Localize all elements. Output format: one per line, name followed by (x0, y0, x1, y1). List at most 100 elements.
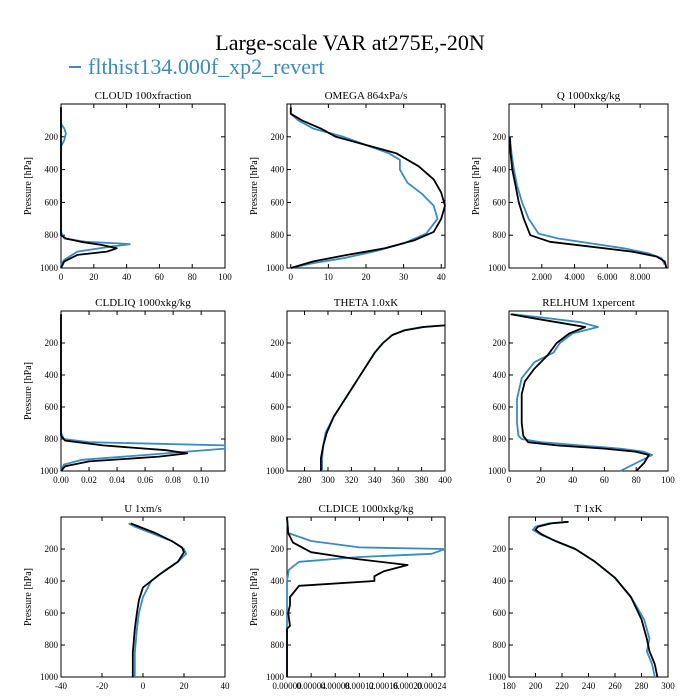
series-line-blue (512, 313, 653, 472)
x-tick-label: 360 (391, 475, 405, 485)
x-tick-label: 300 (661, 681, 675, 691)
x-tick-label: 0.04 (109, 475, 125, 485)
x-tick-label: 10 (324, 272, 334, 282)
plot-frame (286, 310, 446, 472)
series-line-blue (128, 522, 188, 677)
series-line-blue (286, 516, 446, 677)
x-tick-label: 6.000 (597, 272, 618, 282)
x-tick-label: 80 (188, 272, 198, 282)
y-tick-label: 200 (45, 132, 59, 142)
chart-panel: CLDLIQ 1000xkg/kg Pressure [hPa] 200 400 600… (23, 297, 226, 485)
y-tick-label: 400 (45, 165, 59, 175)
y-tick-label: 200 (271, 338, 285, 348)
legend-label: flthist134.000f_xp2_revert (88, 54, 325, 79)
y-tick-label: 600 (493, 197, 507, 207)
plot-frame (508, 516, 669, 678)
series-line-black (60, 107, 118, 269)
y-axis-label: Pressure [hPa] (249, 568, 260, 626)
x-tick-label: 0.00000 (272, 681, 302, 691)
y-tick-label: 1000 (488, 672, 507, 682)
panel-title: RELHUM 1xpercent (542, 297, 635, 309)
x-tick-label: 2.000 (532, 272, 553, 282)
y-tick-label: 800 (45, 230, 59, 240)
series-line-black (60, 314, 189, 472)
series-line-black (534, 520, 659, 678)
x-tick-label: 20 (89, 272, 99, 282)
series-line-black (289, 107, 446, 269)
y-axis-label: Pressure [hPa] (249, 157, 260, 215)
x-tick-label: 20 (536, 475, 546, 485)
y-axis-label: Pressure [hPa] (23, 362, 34, 420)
y-tick-label: 800 (493, 640, 507, 650)
x-tick-label: 0.10 (193, 475, 209, 485)
figure-title: Large-scale VAR at275E,-20N (215, 30, 485, 55)
x-tick-label: 0.00004 (296, 681, 326, 691)
x-tick-label: 0 (141, 681, 146, 691)
chart-panel: Q 1000xkg/kg Pressure [hPa] 200 400 600 800 10… (471, 90, 669, 282)
x-tick-label: 30 (399, 272, 409, 282)
y-tick-label: 200 (271, 544, 285, 554)
y-axis-label: Pressure [hPa] (471, 157, 482, 215)
y-tick-label: 200 (45, 544, 59, 554)
x-tick-label: 0.06 (137, 475, 153, 485)
x-tick-label: 100 (218, 272, 232, 282)
x-tick-label: 0.00008 (321, 681, 351, 691)
series-line-black (130, 522, 185, 677)
y-axis-label: Pressure [hPa] (23, 568, 34, 626)
x-tick-label: 400 (438, 475, 452, 485)
chart-panel: CLDICE 1000xkg/kg Pressure [hPa] 200 400 600… (249, 503, 447, 691)
x-tick-label: 0 (59, 272, 64, 282)
x-tick-label: 100 (661, 475, 675, 485)
x-tick-label: 340 (368, 475, 382, 485)
y-tick-label: 1000 (266, 263, 285, 273)
y-tick-label: 200 (493, 338, 507, 348)
series-line-blue (60, 314, 226, 472)
x-tick-label: 200 (529, 681, 543, 691)
x-tick-label: 0.02 (81, 475, 97, 485)
y-tick-label: 800 (271, 640, 285, 650)
x-tick-label: 0.00016 (369, 681, 399, 691)
panel-title: Q 1000xkg/kg (557, 90, 621, 102)
chart-panel: THETA 1.0xK 200 400 600 800 1000 280 300 320 340 3… (266, 297, 452, 485)
x-tick-label: 0 (507, 475, 512, 485)
x-tick-label: 280 (635, 681, 649, 691)
y-tick-label: 1000 (488, 263, 507, 273)
series-line-black (286, 516, 409, 677)
x-tick-label: 0.08 (165, 475, 181, 485)
x-tick-label: 0 (289, 272, 294, 282)
panel-title: THETA 1.0xK (334, 297, 399, 309)
series-line-black (319, 324, 446, 471)
plot-frame (508, 103, 669, 269)
y-tick-label: 400 (493, 165, 507, 175)
x-tick-label: 40 (221, 681, 231, 691)
x-tick-label: 60 (155, 272, 165, 282)
series-line-blue (289, 107, 439, 269)
x-tick-label: 60 (600, 475, 610, 485)
panel-title: T 1xK (574, 503, 602, 515)
x-tick-label: 0.00020 (393, 681, 423, 691)
y-tick-label: 1000 (266, 672, 285, 682)
y-tick-label: 600 (271, 197, 285, 207)
y-tick-label: 200 (271, 132, 285, 142)
x-tick-label: 80 (632, 475, 642, 485)
plot-frame (508, 310, 669, 472)
y-tick-label: 1000 (266, 466, 285, 476)
y-tick-label: 600 (45, 608, 59, 618)
x-tick-label: 0.00012 (345, 681, 374, 691)
y-axis-label: Pressure [hPa] (23, 157, 34, 215)
x-tick-label: 180 (502, 681, 516, 691)
x-tick-label: 40 (122, 272, 132, 282)
y-tick-label: 400 (493, 370, 507, 380)
plot-frame (60, 310, 226, 472)
x-tick-label: 380 (415, 475, 429, 485)
x-tick-label: 4.000 (564, 272, 585, 282)
y-tick-label: 800 (493, 434, 507, 444)
y-tick-label: 200 (493, 544, 507, 554)
x-tick-label: -40 (55, 681, 67, 691)
x-tick-label: 300 (321, 475, 335, 485)
y-tick-label: 600 (271, 402, 285, 412)
